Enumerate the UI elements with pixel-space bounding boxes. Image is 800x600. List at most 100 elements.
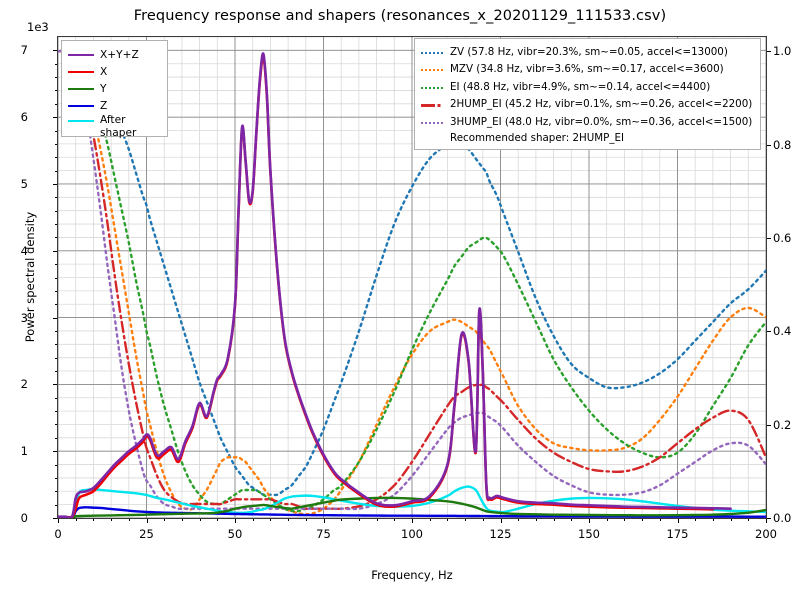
- tick-mark: [305, 519, 307, 521]
- legend-line-swatch: [68, 115, 94, 127]
- tick-mark: [606, 519, 608, 521]
- tick-mark: [358, 519, 360, 521]
- legend-item-y[interactable]: Y: [68, 80, 160, 97]
- legend-item-2hump-ei[interactable]: 2HUMP_EI (45.2 Hz, vibr=0.1%, sm~=0.26, …: [421, 96, 752, 114]
- x-tick-label: 25: [139, 527, 154, 541]
- tick-mark: [730, 519, 732, 521]
- legend-item-3hump-ei[interactable]: 3HUMP_EI (48.0 Hz, vibr=0.0%, sm~=0.36, …: [421, 113, 752, 131]
- tick-mark: [695, 519, 697, 521]
- tick-mark: [93, 519, 95, 521]
- x-tick-label: 150: [578, 527, 600, 541]
- y-tick-label-right: 0.6: [773, 230, 792, 245]
- tick-mark: [55, 304, 57, 306]
- x-tick-label: 175: [666, 527, 689, 541]
- x-tick-label: 0: [54, 527, 62, 541]
- tick-mark: [748, 519, 750, 521]
- y-axis-left-label: Power spectral density: [23, 211, 37, 343]
- tick-mark: [323, 519, 325, 523]
- tick-mark: [341, 519, 343, 521]
- tick-mark: [55, 277, 57, 279]
- legend-line-swatch: [68, 66, 94, 78]
- tick-mark: [55, 197, 57, 199]
- tick-mark: [55, 290, 57, 292]
- tick-mark: [55, 157, 57, 159]
- legend-line-swatch: [421, 81, 443, 93]
- legend-line-swatch: [421, 98, 443, 110]
- tick-mark: [55, 437, 57, 439]
- legend-item-mzv[interactable]: MZV (34.8 Hz, vibr=3.6%, sm~=0.17, accel…: [421, 61, 752, 79]
- tick-mark: [55, 344, 57, 346]
- series-ei: [58, 49, 766, 513]
- y-tick-label-left: 7: [20, 43, 28, 58]
- y-tick-label-left: 5: [20, 176, 28, 191]
- tick-mark: [429, 519, 431, 521]
- y-tick-label-left: 3: [20, 310, 28, 325]
- series-x-y-z: [58, 52, 732, 518]
- x-tick-label: 100: [401, 527, 423, 541]
- tick-mark: [146, 519, 148, 523]
- legend-item-ei[interactable]: EI (48.8 Hz, vibr=4.9%, sm~=0.14, accel<…: [421, 78, 752, 96]
- legend-label: After shaper: [100, 114, 137, 139]
- legend-line-swatch: [421, 46, 443, 58]
- tick-mark: [553, 519, 555, 521]
- tick-mark: [55, 424, 57, 426]
- legend-psd: X+Y+Z X Y Z After shaper: [61, 40, 168, 139]
- tick-mark: [58, 519, 59, 523]
- tick-mark: [767, 518, 771, 519]
- tick-mark: [55, 411, 57, 413]
- series-z: [58, 506, 766, 518]
- x-tick-label: 50: [227, 527, 243, 541]
- legend-label: X+Y+Z: [100, 48, 139, 61]
- tick-mark: [53, 117, 57, 119]
- tick-mark: [55, 264, 57, 266]
- tick-mark: [766, 519, 767, 523]
- series-3hump-ei: [58, 49, 766, 511]
- legend-label: 2HUMP_EI (45.2 Hz, vibr=0.1%, sm~=0.26, …: [450, 98, 753, 111]
- tick-mark: [55, 357, 57, 359]
- tick-mark: [376, 519, 378, 521]
- legend-item-after-shaper[interactable]: After shaper: [68, 114, 160, 139]
- x-tick-label: 75: [316, 527, 331, 541]
- tick-mark: [55, 491, 57, 493]
- series-y: [58, 496, 766, 518]
- x-axis-label: Frequency, Hz: [371, 568, 453, 582]
- tick-mark: [270, 519, 272, 521]
- y-tick-label-right: 0.0: [773, 511, 792, 525]
- tick-mark: [55, 237, 57, 239]
- tick-mark: [55, 63, 57, 65]
- legend-item-z[interactable]: Z: [68, 97, 160, 114]
- legend-item-zv[interactable]: ZV (57.8 Hz, vibr=20.3%, sm~=0.05, accel…: [421, 43, 752, 61]
- tick-mark: [712, 519, 714, 521]
- tick-mark: [55, 103, 57, 105]
- legend-item-x[interactable]: X: [68, 63, 160, 80]
- tick-mark: [288, 519, 290, 521]
- legend-label: 3HUMP_EI (48.0 Hz, vibr=0.0%, sm~=0.36, …: [450, 115, 753, 128]
- legend-label: MZV (34.8 Hz, vibr=3.6%, sm~=0.17, accel…: [450, 63, 724, 76]
- tick-mark: [589, 519, 590, 523]
- y-tick-label-right: 1.0: [773, 44, 792, 59]
- y-tick-label-left: 4: [20, 243, 28, 258]
- tick-mark: [252, 519, 254, 521]
- legend-item-x-y-z[interactable]: X+Y+Z: [68, 46, 160, 63]
- tick-mark: [624, 519, 626, 521]
- tick-mark: [677, 519, 679, 523]
- tick-mark: [447, 519, 449, 521]
- tick-mark: [181, 519, 183, 521]
- tick-mark: [55, 477, 57, 479]
- legend-line-swatch: [421, 116, 443, 128]
- legend-line-swatch: [68, 49, 94, 61]
- tick-mark: [394, 519, 396, 521]
- tick-mark: [535, 519, 537, 521]
- tick-mark: [55, 130, 57, 132]
- tick-mark: [53, 183, 57, 185]
- tick-mark: [53, 250, 57, 252]
- tick-mark: [55, 210, 57, 212]
- legend-label: ZV (57.8 Hz, vibr=20.3%, sm~=0.05, accel…: [450, 45, 728, 58]
- legend-line-swatch: [68, 83, 94, 95]
- tick-mark: [642, 519, 644, 521]
- tick-mark: [767, 424, 771, 426]
- y-tick-label-right: 0.2: [773, 417, 792, 432]
- x-tick-label: 200: [755, 527, 777, 541]
- series-zv: [58, 49, 766, 497]
- tick-mark: [53, 317, 57, 319]
